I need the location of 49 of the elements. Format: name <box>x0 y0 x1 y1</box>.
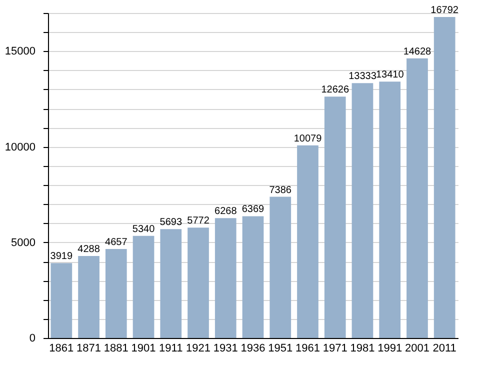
data-label: 5693 <box>160 217 182 228</box>
bar <box>242 216 264 338</box>
x-tick-label: 1991 <box>378 342 402 354</box>
x-tick-label: 1881 <box>104 342 128 354</box>
data-label: 4657 <box>105 236 128 248</box>
bar <box>105 248 127 338</box>
x-tick-label: 1861 <box>49 342 74 354</box>
x-tick-label: 2011 <box>432 342 456 354</box>
y-tick-label: 15000 <box>4 46 36 58</box>
x-tick-label: 1971 <box>322 342 348 354</box>
data-label: 10079 <box>294 133 322 144</box>
data-label: 13410 <box>376 70 404 81</box>
bar <box>270 196 292 338</box>
bar <box>50 263 72 338</box>
data-label: 3919 <box>50 251 73 262</box>
x-tick-label: 1961 <box>295 342 320 354</box>
x-tick-label: 1936 <box>240 342 266 354</box>
y-tick-label: 10000 <box>4 141 36 154</box>
bar <box>160 229 182 338</box>
bar <box>324 96 346 338</box>
bar <box>352 83 374 338</box>
x-tick-label: 1951 <box>268 342 293 354</box>
x-tick-label: 2001 <box>404 342 430 354</box>
data-label: 13333 <box>348 71 377 82</box>
bar <box>434 16 456 338</box>
x-tick-label: 1981 <box>350 342 375 354</box>
bar <box>188 228 209 338</box>
x-tick-label: 1911 <box>159 342 183 354</box>
x-tick-label: 1871 <box>76 342 102 354</box>
data-label: 5772 <box>187 216 210 227</box>
bar <box>406 58 428 338</box>
data-label: 6369 <box>242 204 265 216</box>
bar <box>78 256 100 338</box>
bar <box>379 82 401 338</box>
bar <box>214 218 236 338</box>
data-label: 12626 <box>321 84 350 96</box>
data-label: 6268 <box>214 206 238 218</box>
data-label: 4288 <box>78 244 100 256</box>
bar <box>297 145 318 338</box>
y-tick-label: 0 <box>29 332 36 344</box>
data-label: 16792 <box>430 4 459 16</box>
y-tick-label: 5000 <box>11 236 36 249</box>
x-tick-label: 1931 <box>213 342 238 354</box>
data-label: 14628 <box>403 46 432 58</box>
x-tick-label: 1901 <box>131 342 156 354</box>
bar <box>132 236 154 338</box>
data-label: 7386 <box>269 184 292 196</box>
x-tick-label: 1921 <box>186 342 211 354</box>
data-label: 5340 <box>132 224 156 235</box>
